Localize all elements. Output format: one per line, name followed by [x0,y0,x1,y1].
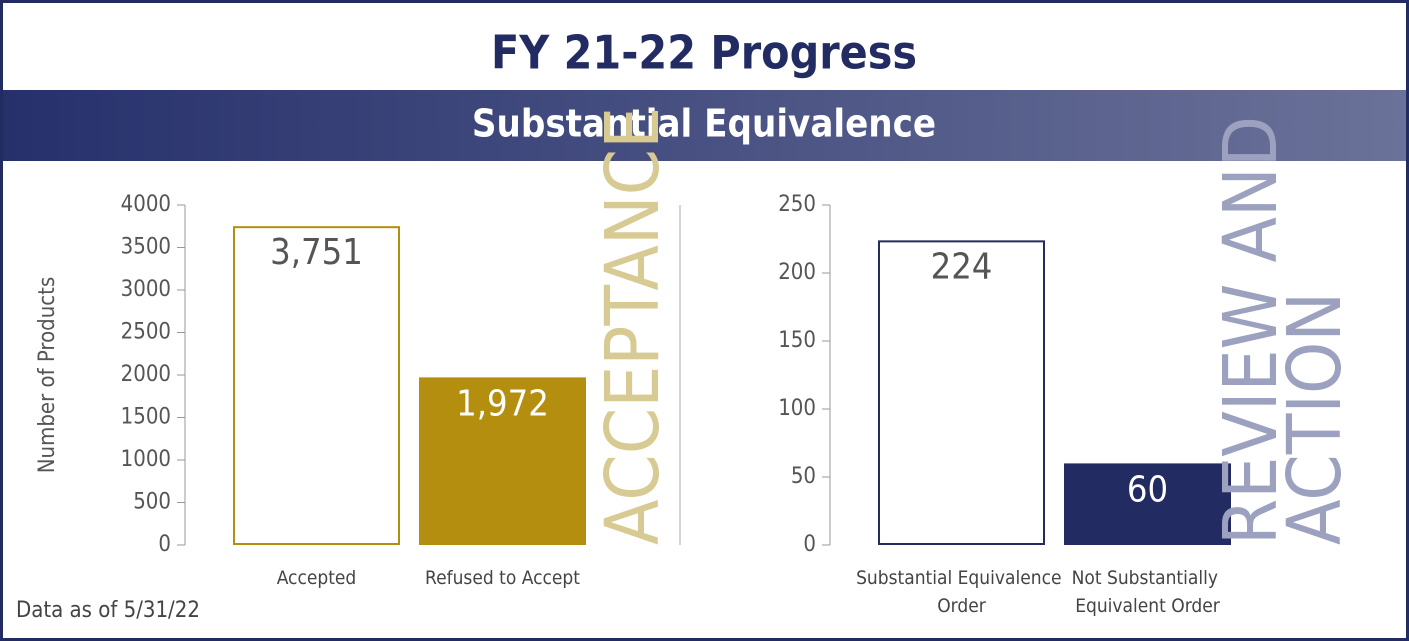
y-axis-label: Number of Products [35,277,60,474]
subtitle-band [3,90,1406,161]
y-tick-label: 4000 [121,192,171,217]
y-tick-label: 3000 [121,277,171,302]
y-tick-label: 0 [158,532,171,557]
x-tick-label: Not Substantially Equivalent Order [1072,567,1224,617]
y-tick-label: 2000 [121,362,171,387]
y-tick-label: 1000 [121,447,171,472]
y-tick-label: 1500 [121,405,171,430]
x-tick-label: Substantial Equivalence Order [856,567,1067,617]
y-tick-label: 250 [778,192,816,217]
value-label: 224 [931,246,993,287]
y-tick-label: 2500 [121,320,171,345]
x-tick-label: Accepted [277,567,357,589]
y-tick-label: 50 [791,464,816,489]
bar [1064,463,1231,545]
value-label: 60 [1127,469,1168,510]
value-label: 1,972 [456,383,549,424]
section-label: REVIEW AND ACTION [1208,95,1358,545]
section-label: ACCEPTANCE [590,107,676,545]
bar [233,226,400,545]
footnote: Data as of 5/31/22 [16,598,200,623]
x-tick-label: Refused to Accept [425,567,580,589]
page-title: FY 21-22 Progress [491,26,917,80]
y-tick-label: 500 [133,490,171,515]
bar [419,377,586,545]
page-subtitle: Substantial Equivalence [472,102,936,146]
bar [878,240,1045,546]
y-tick-label: 0 [803,532,816,557]
y-tick-label: 100 [778,396,816,421]
y-tick-label: 3500 [121,235,171,260]
value-label: 3,751 [270,232,363,273]
y-tick-label: 200 [778,260,816,285]
y-tick-label: 150 [778,328,816,353]
